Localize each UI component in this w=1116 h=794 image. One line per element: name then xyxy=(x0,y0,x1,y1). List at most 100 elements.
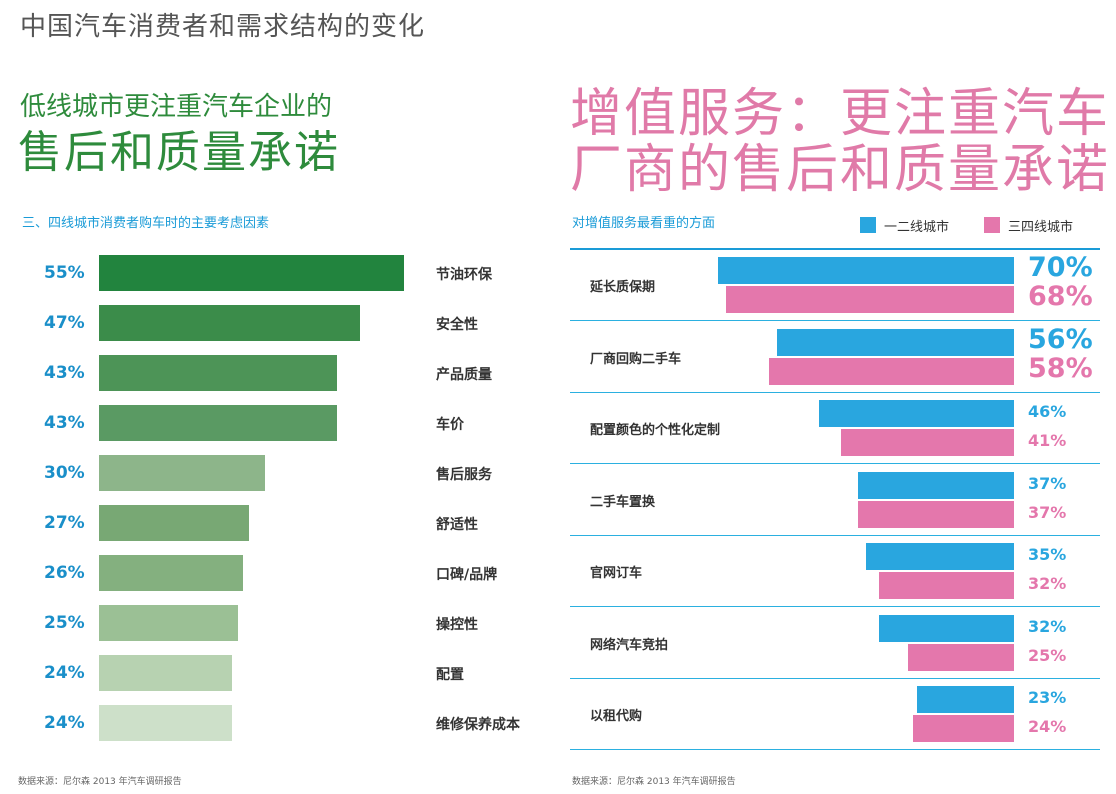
left-chart-row: 43% 产品质量 xyxy=(0,355,560,391)
left-value-label: 24% xyxy=(44,713,85,733)
left-category-label: 节油环保 xyxy=(436,267,492,283)
right-row-divider xyxy=(570,534,1100,536)
legend-item-tier34: 三四线城市 xyxy=(984,216,1074,235)
value-label-tier12: 23% xyxy=(1028,688,1067,707)
value-label-tier34: 41% xyxy=(1028,431,1067,450)
legend-swatch-tier12 xyxy=(860,217,876,233)
left-bar xyxy=(99,255,404,291)
bar-tier12 xyxy=(718,257,1014,284)
left-chart-row: 27% 舒适性 xyxy=(0,505,560,541)
right-row-divider xyxy=(570,677,1100,679)
left-bar xyxy=(99,355,338,391)
left-heading-line1: 低线城市更注重汽车企业的 xyxy=(20,92,333,122)
right-row-divider xyxy=(570,463,1100,464)
left-source-note: 数据来源：尼尔森 2013 年汽车调研报告 xyxy=(18,777,182,787)
right-chart-row: 配置颜色的个性化定制 46% 41% xyxy=(570,393,1100,464)
value-label-tier12: 35% xyxy=(1028,545,1067,564)
legend-swatch-tier34 xyxy=(984,217,1000,233)
right-chart-row: 厂商回购二手车 56% 58% xyxy=(570,322,1100,393)
left-bar xyxy=(99,405,338,441)
left-category-label: 舒适性 xyxy=(436,517,478,533)
left-chart-row: 25% 操控性 xyxy=(0,605,560,641)
value-label-tier34: 37% xyxy=(1028,502,1067,522)
right-category-label: 以租代购 xyxy=(590,709,643,724)
bar-tier12 xyxy=(857,471,1014,499)
left-chart-row: 55% 节油环保 xyxy=(0,255,560,291)
bar-tier34 xyxy=(840,429,1014,456)
right-category-label: 网络汽车竞拍 xyxy=(590,637,669,653)
left-category-label: 产品质量 xyxy=(436,367,492,383)
left-value-label: 30% xyxy=(44,463,85,483)
left-bar xyxy=(99,505,249,541)
left-chart-row: 47% 安全性 xyxy=(0,305,560,341)
bar-tier12 xyxy=(866,543,1014,570)
left-category-label: 操控性 xyxy=(436,617,478,633)
right-category-label: 厂商回购二手车 xyxy=(590,351,682,367)
value-label-tier12: 46% xyxy=(1028,402,1067,421)
value-label-tier12: 70% xyxy=(1028,252,1093,283)
bar-tier34 xyxy=(857,500,1014,528)
right-top-rule xyxy=(570,248,1100,250)
legend-label-tier34: 三四线城市 xyxy=(1008,219,1074,235)
right-row-divider xyxy=(570,320,1100,321)
left-category-label: 配置 xyxy=(436,667,464,683)
right-heading: 增值服务：更注重汽车 厂商的售后和质量承诺 xyxy=(570,86,1110,198)
bar-tier34 xyxy=(726,286,1014,313)
left-category-label: 维修保养成本 xyxy=(436,717,520,733)
legend-label-tier12: 一二线城市 xyxy=(884,219,950,235)
value-label-tier34: 32% xyxy=(1028,574,1067,593)
left-category-label: 车价 xyxy=(436,417,464,433)
left-bar xyxy=(99,705,233,741)
left-chart-row: 24% 配置 xyxy=(0,655,560,691)
value-label-tier12: 37% xyxy=(1028,473,1067,493)
value-label-tier34: 68% xyxy=(1028,281,1093,312)
left-chart-row: 43% 车价 xyxy=(0,405,560,441)
left-category-label: 口碑/品牌 xyxy=(436,567,498,583)
value-label-tier12: 56% xyxy=(1028,323,1093,355)
right-row-divider xyxy=(570,749,1100,750)
left-bar xyxy=(99,555,244,591)
left-bar xyxy=(99,655,233,691)
left-chart-row: 30% 售后服务 xyxy=(0,455,560,491)
bar-tier12 xyxy=(819,400,1014,427)
bar-tier34 xyxy=(912,715,1014,742)
left-value-label: 55% xyxy=(44,263,85,283)
left-value-label: 27% xyxy=(44,513,85,533)
bar-tier34 xyxy=(908,643,1014,671)
left-bar xyxy=(99,455,266,491)
left-value-label: 43% xyxy=(44,363,85,383)
left-chart-row: 24% 维修保养成本 xyxy=(0,705,560,741)
left-bar xyxy=(99,305,360,341)
left-value-label: 47% xyxy=(44,313,85,333)
left-category-label: 售后服务 xyxy=(436,467,492,483)
legend-item-tier12: 一二线城市 xyxy=(860,216,950,235)
bar-tier12 xyxy=(916,686,1014,713)
right-category-label: 延长质保期 xyxy=(590,280,656,295)
bar-tier12 xyxy=(777,328,1014,356)
right-chart-row: 以租代购 23% 24% xyxy=(570,679,1100,750)
page-title: 中国汽车消费者和需求结构的变化 xyxy=(20,12,426,42)
bar-tier34 xyxy=(878,572,1014,599)
left-chart-title: 三、四线城市消费者购车时的主要考虑因素 xyxy=(22,216,270,231)
value-label-tier12: 32% xyxy=(1028,616,1067,636)
right-chart-row: 延长质保期 70% 68% xyxy=(570,250,1100,321)
right-chart-row: 二手车置换 37% 37% xyxy=(570,465,1100,536)
left-bar xyxy=(99,605,238,641)
right-row-divider xyxy=(570,606,1100,607)
value-label-tier34: 58% xyxy=(1028,352,1093,384)
right-category-label: 配置颜色的个性化定制 xyxy=(590,423,721,438)
left-chart-row: 26% 口碑/品牌 xyxy=(0,555,560,591)
bar-tier12 xyxy=(878,614,1014,642)
right-category-label: 官网订车 xyxy=(590,566,643,581)
right-chart-title: 对增值服务最看重的方面 xyxy=(572,216,716,231)
left-heading-line2: 售后和质量承诺 xyxy=(18,127,340,178)
value-label-tier34: 24% xyxy=(1028,717,1067,736)
value-label-tier34: 25% xyxy=(1028,645,1067,665)
bar-tier34 xyxy=(768,357,1014,385)
left-value-label: 25% xyxy=(44,613,85,633)
right-row-divider xyxy=(570,391,1100,393)
right-chart-row: 网络汽车竞拍 32% 25% xyxy=(570,608,1100,679)
left-value-label: 43% xyxy=(44,413,85,433)
right-source-note: 数据来源：尼尔森 2013 年汽车调研报告 xyxy=(572,777,736,787)
right-heading-line2: 厂商的售后和质量承诺 xyxy=(570,140,1111,200)
